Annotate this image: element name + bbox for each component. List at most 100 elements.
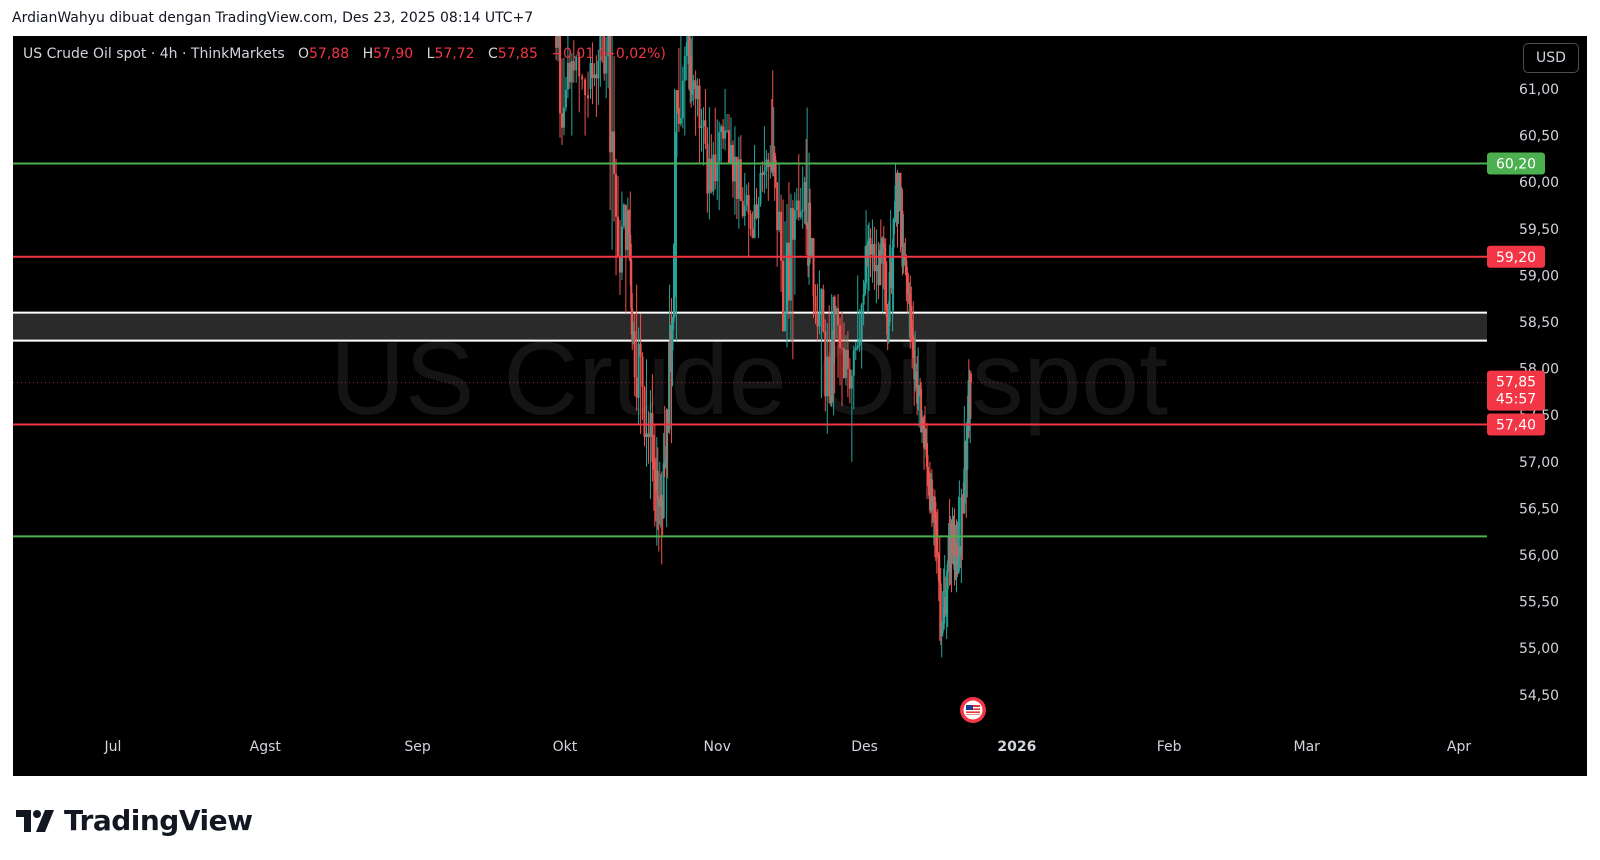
candle-body (591, 63, 594, 79)
candle-body (785, 242, 788, 313)
candle-body (930, 479, 933, 504)
candle-body (632, 331, 635, 342)
candle-body (810, 238, 813, 257)
currency-button[interactable]: USD (1523, 43, 1579, 73)
us-flag-event-icon[interactable] (960, 697, 986, 723)
events-layer (960, 697, 986, 723)
candle-body (681, 80, 684, 119)
candle-body (560, 113, 563, 128)
candle-body (603, 36, 606, 74)
candle-body (912, 335, 915, 350)
candle-body (584, 79, 587, 96)
candle-body (809, 202, 812, 257)
time-tick-label: Agst (250, 739, 282, 755)
price-line-label-bg (1487, 152, 1545, 175)
candle-body (559, 36, 562, 114)
candle-body (907, 283, 910, 295)
candle-body (696, 85, 699, 100)
candle-body (575, 56, 578, 71)
candle-body (587, 95, 590, 99)
time-tick-label: Apr (1447, 739, 1471, 755)
candle-body (615, 173, 618, 217)
chart-panel[interactable]: US Crude Oil spot 61,00 60,50 60,00 59,50 59… (13, 36, 1587, 776)
candle-body (716, 161, 719, 182)
candle-body (572, 61, 575, 71)
candle-body (557, 36, 560, 48)
candle-body (869, 238, 872, 255)
candle-body (722, 126, 725, 139)
candle-body (724, 130, 727, 139)
candle-body (676, 90, 679, 108)
price-tick-label: 59,50 (1519, 222, 1559, 238)
candle-body (936, 553, 939, 555)
candle-body (735, 156, 738, 199)
candle-body (892, 219, 895, 248)
candle-body (935, 527, 938, 554)
price-line-label: 59,20 (1496, 250, 1536, 266)
candle-body (568, 62, 571, 83)
candle-body (710, 158, 713, 192)
candle-body (952, 527, 955, 555)
price-line-label: 57,40 (1496, 418, 1536, 434)
candle-body (842, 348, 845, 378)
candle-body (672, 316, 675, 322)
price-zone[interactable] (13, 311, 1487, 342)
candle-body (628, 210, 631, 235)
candle-body (641, 356, 644, 388)
candle-body (957, 558, 960, 574)
chart-canvas[interactable]: US Crude Oil spot 61,0060,5060,0059,5059… (13, 36, 1587, 776)
candle-body (702, 120, 705, 127)
candle-body (761, 172, 764, 175)
candle-body (593, 74, 596, 79)
candle-body (939, 583, 942, 636)
candle-body (864, 282, 867, 295)
candle-body (743, 205, 746, 217)
candle-body (595, 74, 598, 79)
price-tick-label: 55,50 (1519, 595, 1559, 611)
candle-body (774, 160, 777, 183)
candle-body (759, 172, 762, 204)
candle-body (887, 322, 890, 341)
candle-body (828, 356, 831, 397)
symbol-info[interactable]: US Crude Oil spot · 4h · ThinkMarkets (23, 46, 285, 62)
candle-body (885, 304, 888, 317)
candle-body (858, 339, 861, 346)
candle-body (673, 261, 676, 317)
price-tick-label: 58,50 (1519, 315, 1559, 331)
candle-body (661, 517, 664, 519)
candle-body (894, 185, 897, 220)
candle-body (787, 242, 790, 301)
candle-body (776, 182, 779, 231)
candle-body (773, 152, 776, 161)
candle-body (914, 373, 917, 380)
open-value: 57,88 (309, 46, 350, 62)
candle-body (916, 371, 919, 404)
candle-body (920, 389, 923, 433)
candle-body (910, 305, 913, 328)
candle-body (700, 126, 703, 129)
candle-body (751, 228, 754, 239)
candle-body (791, 208, 794, 240)
candle-body (691, 89, 694, 95)
candle-body (832, 296, 835, 365)
candle-body (753, 204, 756, 239)
last-price-value: 57,85 (1496, 375, 1536, 391)
price-tick-label: 61,00 (1519, 82, 1559, 98)
price-tick-label: 60,50 (1519, 129, 1559, 145)
candle-body (818, 312, 821, 327)
time-axis[interactable]: Jul Agst Sep Okt Nov Des 2026 Feb Mar Apr (104, 739, 1472, 755)
candle-body (884, 264, 887, 305)
price-axis[interactable]: 61,0060,5060,0059,5059,0058,5058,0057,50… (1487, 36, 1587, 776)
candle-body (784, 312, 787, 332)
tradingview-logo[interactable]: TradingView (16, 804, 253, 837)
low-value: 57,72 (434, 46, 475, 62)
candle-body (921, 420, 924, 433)
candle-body (772, 152, 775, 172)
candle-body (820, 289, 823, 313)
candle-body (969, 373, 972, 383)
candle-body (899, 172, 902, 212)
candle-body (830, 341, 833, 404)
candle-body (803, 182, 806, 210)
candle-body (660, 494, 663, 518)
candle-body (937, 555, 940, 581)
